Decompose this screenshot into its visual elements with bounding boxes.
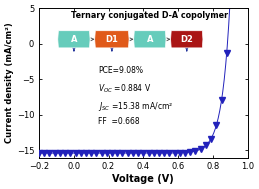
Text: A: A — [71, 35, 77, 44]
Text: Ternary conjugated D-A copolymer: Ternary conjugated D-A copolymer — [71, 11, 228, 20]
Polygon shape — [58, 31, 90, 48]
Text: A: A — [147, 35, 153, 44]
Text: FF  =0.668: FF =0.668 — [98, 117, 140, 126]
Y-axis label: Current density (mA/cm²): Current density (mA/cm²) — [5, 22, 14, 143]
Text: D2: D2 — [180, 35, 193, 44]
Polygon shape — [171, 31, 203, 48]
Text: D1: D1 — [105, 35, 118, 44]
Polygon shape — [95, 31, 129, 48]
X-axis label: Voltage (V): Voltage (V) — [112, 174, 174, 184]
Text: $J_{SC}$ =15.38 mA/cm²: $J_{SC}$ =15.38 mA/cm² — [98, 100, 174, 113]
Polygon shape — [134, 31, 166, 48]
Text: $V_{OC}$ =0.884 V: $V_{OC}$ =0.884 V — [98, 83, 152, 95]
Text: PCE=9.08%: PCE=9.08% — [98, 66, 143, 75]
